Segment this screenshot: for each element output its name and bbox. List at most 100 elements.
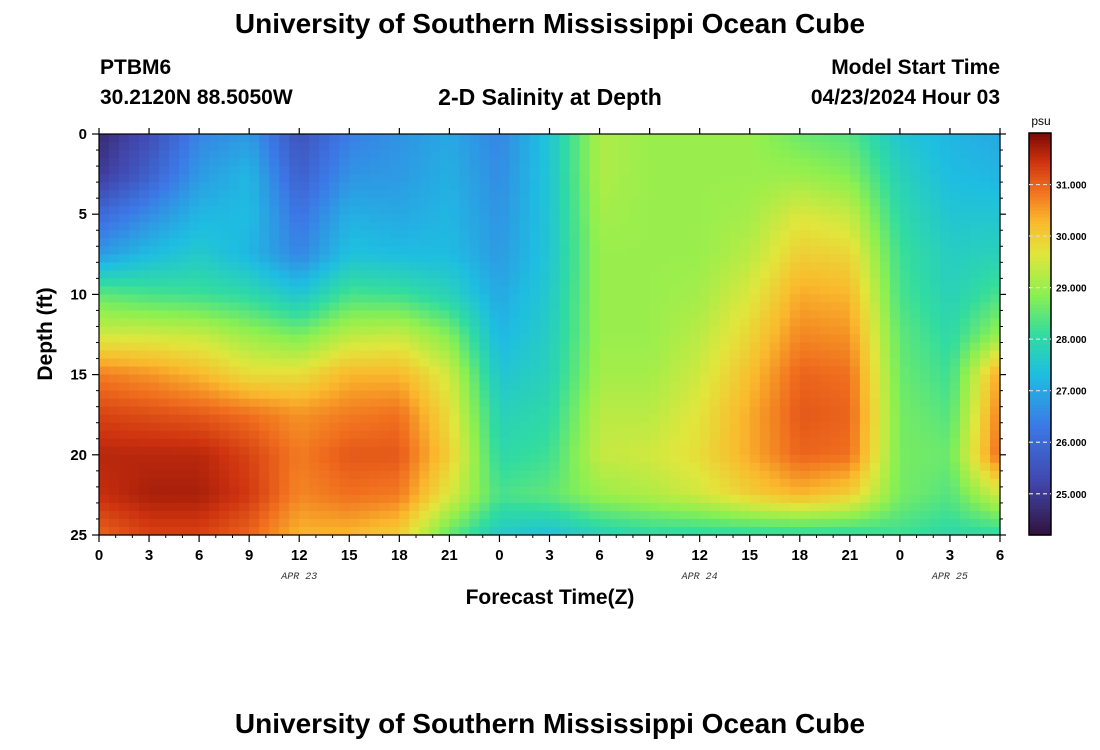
colorbar-segment <box>1029 411 1051 415</box>
heatmap-cell <box>689 142 701 151</box>
heatmap-cell <box>579 462 591 472</box>
heatmap-cell <box>219 414 230 424</box>
heatmap-cell <box>219 422 230 432</box>
heatmap-cell <box>429 374 440 384</box>
heatmap-cell <box>959 358 971 368</box>
heatmap-cell <box>129 486 140 496</box>
heatmap-cell <box>859 358 871 368</box>
heatmap-cell <box>599 486 611 496</box>
heatmap-cell <box>569 198 581 207</box>
heatmap-cell <box>799 350 811 360</box>
heatmap-cell <box>669 294 681 304</box>
heatmap-cell <box>429 334 440 344</box>
heatmap-cell <box>609 270 621 279</box>
heatmap-cell <box>799 158 811 167</box>
heatmap-cell <box>429 350 440 360</box>
colorbar-segment <box>1029 528 1051 533</box>
heatmap-cell <box>249 302 260 312</box>
heatmap-cell <box>879 502 891 512</box>
heatmap-cell <box>869 334 881 344</box>
colorbar-segment <box>1029 173 1051 178</box>
heatmap-cell <box>819 454 831 464</box>
heatmap-cell <box>509 342 521 352</box>
heatmap-cell <box>599 174 611 183</box>
heatmap-cell <box>659 358 671 368</box>
heatmap-cell <box>759 294 771 304</box>
heatmap-cell <box>579 318 591 328</box>
heatmap-cell <box>119 286 130 295</box>
heatmap-cell <box>459 294 471 304</box>
heatmap-cell <box>599 294 611 304</box>
heatmap-cell <box>849 470 861 480</box>
heatmap-cell <box>469 238 481 247</box>
heatmap-cell <box>739 198 751 207</box>
heatmap-cell <box>819 270 831 279</box>
heatmap-cell <box>789 502 801 512</box>
heatmap-cell <box>689 438 701 448</box>
heatmap-cell <box>669 326 681 336</box>
heatmap-cell <box>219 310 230 320</box>
heatmap-cell <box>199 142 210 151</box>
heatmap-cell <box>719 510 731 520</box>
heatmap-cell <box>649 158 661 167</box>
heatmap-cell <box>519 230 531 239</box>
heatmap-cell <box>789 390 801 400</box>
heatmap-cell <box>239 174 250 183</box>
heatmap-cell <box>949 238 961 247</box>
heatmap-cell <box>309 326 320 336</box>
heatmap-cell <box>599 518 611 528</box>
heatmap-cell <box>159 190 170 199</box>
heatmap-cell <box>549 318 561 328</box>
heatmap-cell <box>309 262 320 271</box>
heatmap-cell <box>749 486 761 496</box>
heatmap-cell <box>549 470 561 480</box>
heatmap-cell <box>759 326 771 336</box>
heatmap-cell <box>319 486 330 496</box>
heatmap-cell <box>749 318 761 328</box>
heatmap-cell <box>719 470 731 480</box>
heatmap-cell <box>679 414 691 424</box>
heatmap-cell <box>729 358 741 368</box>
heatmap-cell <box>659 134 671 143</box>
heatmap-cell <box>439 230 450 239</box>
heatmap-cell <box>529 478 541 488</box>
y-tick-label: 5 <box>79 206 87 223</box>
heatmap-cell <box>409 438 420 448</box>
heatmap-cell <box>159 494 170 504</box>
heatmap-cell <box>269 366 280 376</box>
colorbar-tick-label: 30.000 <box>1056 232 1087 243</box>
heatmap-cell <box>559 134 571 143</box>
heatmap-cell <box>569 374 581 384</box>
heatmap-cell <box>349 158 360 167</box>
heatmap-cell <box>589 374 601 384</box>
heatmap-cell <box>949 518 961 528</box>
heatmap-cell <box>369 198 380 207</box>
heatmap-cell <box>129 294 140 304</box>
heatmap-cell <box>529 502 541 512</box>
heatmap-cell <box>919 390 931 400</box>
heatmap-cell <box>979 302 991 312</box>
heatmap-cell <box>989 462 1001 472</box>
heatmap-cell <box>159 334 170 344</box>
heatmap-cell <box>419 166 430 175</box>
heatmap-cell <box>429 238 440 247</box>
heatmap-cell <box>439 158 450 167</box>
heatmap-cell <box>659 318 671 328</box>
heatmap-cell <box>829 334 841 344</box>
heatmap-cell <box>379 366 390 376</box>
heatmap-cell <box>619 142 631 151</box>
heatmap-cell <box>449 494 460 504</box>
heatmap-cell <box>979 254 991 263</box>
heatmap-cell <box>419 174 430 183</box>
heatmap-cell <box>979 366 991 376</box>
heatmap-cell <box>849 478 861 488</box>
heatmap-cell <box>909 214 921 223</box>
heatmap-cell <box>779 238 791 247</box>
heatmap-cell <box>199 214 210 223</box>
heatmap-cell <box>979 374 991 384</box>
heatmap-cell <box>359 206 370 215</box>
heatmap-cell <box>329 190 340 199</box>
heatmap-cell <box>759 414 771 424</box>
heatmap-cell <box>269 190 280 199</box>
heatmap-cell <box>849 374 861 384</box>
